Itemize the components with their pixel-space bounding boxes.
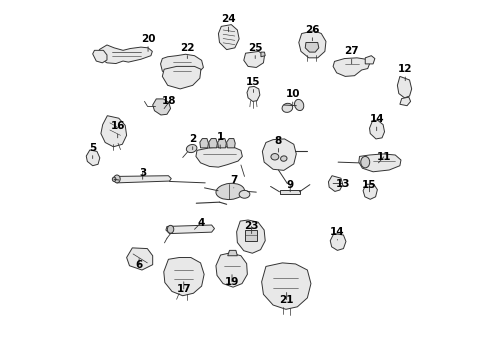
Text: 24: 24 [221,14,235,32]
Polygon shape [165,225,214,234]
Text: 14: 14 [329,227,344,240]
Text: 8: 8 [274,136,282,152]
Polygon shape [236,220,264,253]
Polygon shape [196,147,242,167]
Polygon shape [226,139,235,148]
Polygon shape [363,184,377,199]
Polygon shape [152,99,170,115]
Text: 27: 27 [344,46,358,64]
Ellipse shape [294,99,303,111]
Text: 2: 2 [189,134,196,150]
Text: 18: 18 [162,96,176,109]
Ellipse shape [270,154,278,160]
Polygon shape [397,76,411,98]
Text: 9: 9 [286,180,293,192]
Ellipse shape [239,190,249,198]
Text: 17: 17 [176,282,191,294]
Polygon shape [227,250,237,256]
Polygon shape [298,31,325,58]
Polygon shape [261,263,310,309]
Polygon shape [244,230,257,241]
Ellipse shape [186,144,197,153]
Polygon shape [93,50,107,63]
Polygon shape [216,253,247,287]
Text: 5: 5 [89,143,96,158]
Polygon shape [279,190,300,194]
Polygon shape [86,150,100,166]
Polygon shape [244,51,264,67]
Polygon shape [208,139,217,148]
Text: 13: 13 [332,179,349,189]
Text: 4: 4 [194,218,204,229]
Ellipse shape [216,183,244,199]
Text: 6: 6 [135,258,142,270]
Text: 26: 26 [305,25,319,41]
Polygon shape [163,257,203,296]
Ellipse shape [282,103,292,112]
Text: 23: 23 [244,221,258,234]
Text: 7: 7 [230,175,237,188]
Polygon shape [160,54,203,78]
Text: 1: 1 [216,132,224,149]
Polygon shape [365,56,374,64]
Text: 16: 16 [110,121,124,138]
Text: 12: 12 [397,64,412,81]
Polygon shape [114,176,171,183]
Polygon shape [261,52,264,57]
Polygon shape [262,139,296,170]
Polygon shape [305,42,318,52]
Polygon shape [97,45,152,64]
Ellipse shape [112,177,116,181]
Ellipse shape [360,157,369,168]
Polygon shape [329,234,345,250]
Text: 10: 10 [285,89,299,105]
Text: 15: 15 [362,180,376,192]
Polygon shape [332,58,369,76]
Polygon shape [369,120,384,139]
Polygon shape [101,116,126,147]
Text: 3: 3 [139,168,146,179]
Text: 25: 25 [247,43,262,59]
Text: 21: 21 [279,293,293,305]
Polygon shape [126,248,152,270]
Text: 22: 22 [180,43,194,59]
Text: 11: 11 [376,152,390,163]
Polygon shape [218,24,239,50]
Text: 15: 15 [245,77,260,93]
Polygon shape [246,86,259,102]
Polygon shape [399,97,410,106]
Polygon shape [200,139,208,148]
Polygon shape [217,139,226,148]
Ellipse shape [114,175,120,183]
Polygon shape [358,154,400,172]
Text: 14: 14 [368,114,383,131]
Polygon shape [328,176,342,192]
Text: 20: 20 [141,34,155,51]
Ellipse shape [280,156,286,161]
Polygon shape [162,66,201,89]
Text: 19: 19 [224,275,239,287]
Ellipse shape [167,225,173,233]
